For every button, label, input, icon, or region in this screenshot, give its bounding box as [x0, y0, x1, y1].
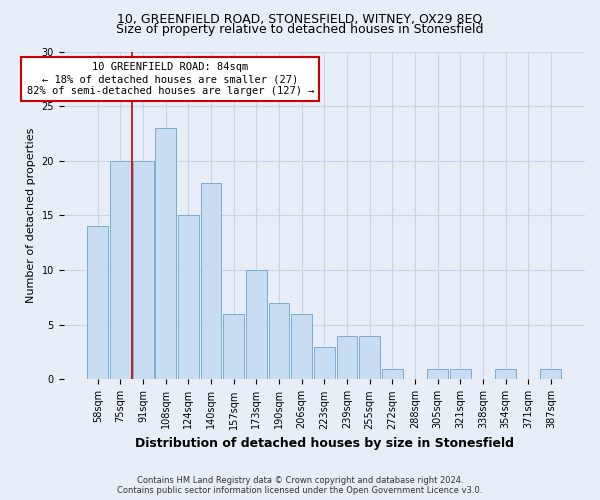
Bar: [495, 368, 516, 380]
Bar: [88, 226, 108, 380]
Bar: [382, 368, 403, 380]
Bar: [155, 128, 176, 380]
Y-axis label: Number of detached properties: Number of detached properties: [26, 128, 36, 303]
Bar: [359, 336, 380, 380]
Bar: [133, 161, 154, 380]
Bar: [246, 270, 267, 380]
Bar: [200, 182, 221, 380]
Text: Size of property relative to detached houses in Stonesfield: Size of property relative to detached ho…: [116, 22, 484, 36]
Bar: [541, 368, 562, 380]
Bar: [178, 216, 199, 380]
Text: Contains HM Land Registry data © Crown copyright and database right 2024.
Contai: Contains HM Land Registry data © Crown c…: [118, 476, 482, 495]
Text: 10, GREENFIELD ROAD, STONESFIELD, WITNEY, OX29 8EQ: 10, GREENFIELD ROAD, STONESFIELD, WITNEY…: [118, 12, 482, 26]
Text: 10 GREENFIELD ROAD: 84sqm
← 18% of detached houses are smaller (27)
82% of semi-: 10 GREENFIELD ROAD: 84sqm ← 18% of detac…: [26, 62, 314, 96]
Bar: [450, 368, 470, 380]
Bar: [337, 336, 358, 380]
Bar: [223, 314, 244, 380]
Bar: [269, 303, 289, 380]
Bar: [110, 161, 131, 380]
Bar: [314, 346, 335, 380]
Bar: [291, 314, 312, 380]
X-axis label: Distribution of detached houses by size in Stonesfield: Distribution of detached houses by size …: [135, 437, 514, 450]
Bar: [427, 368, 448, 380]
